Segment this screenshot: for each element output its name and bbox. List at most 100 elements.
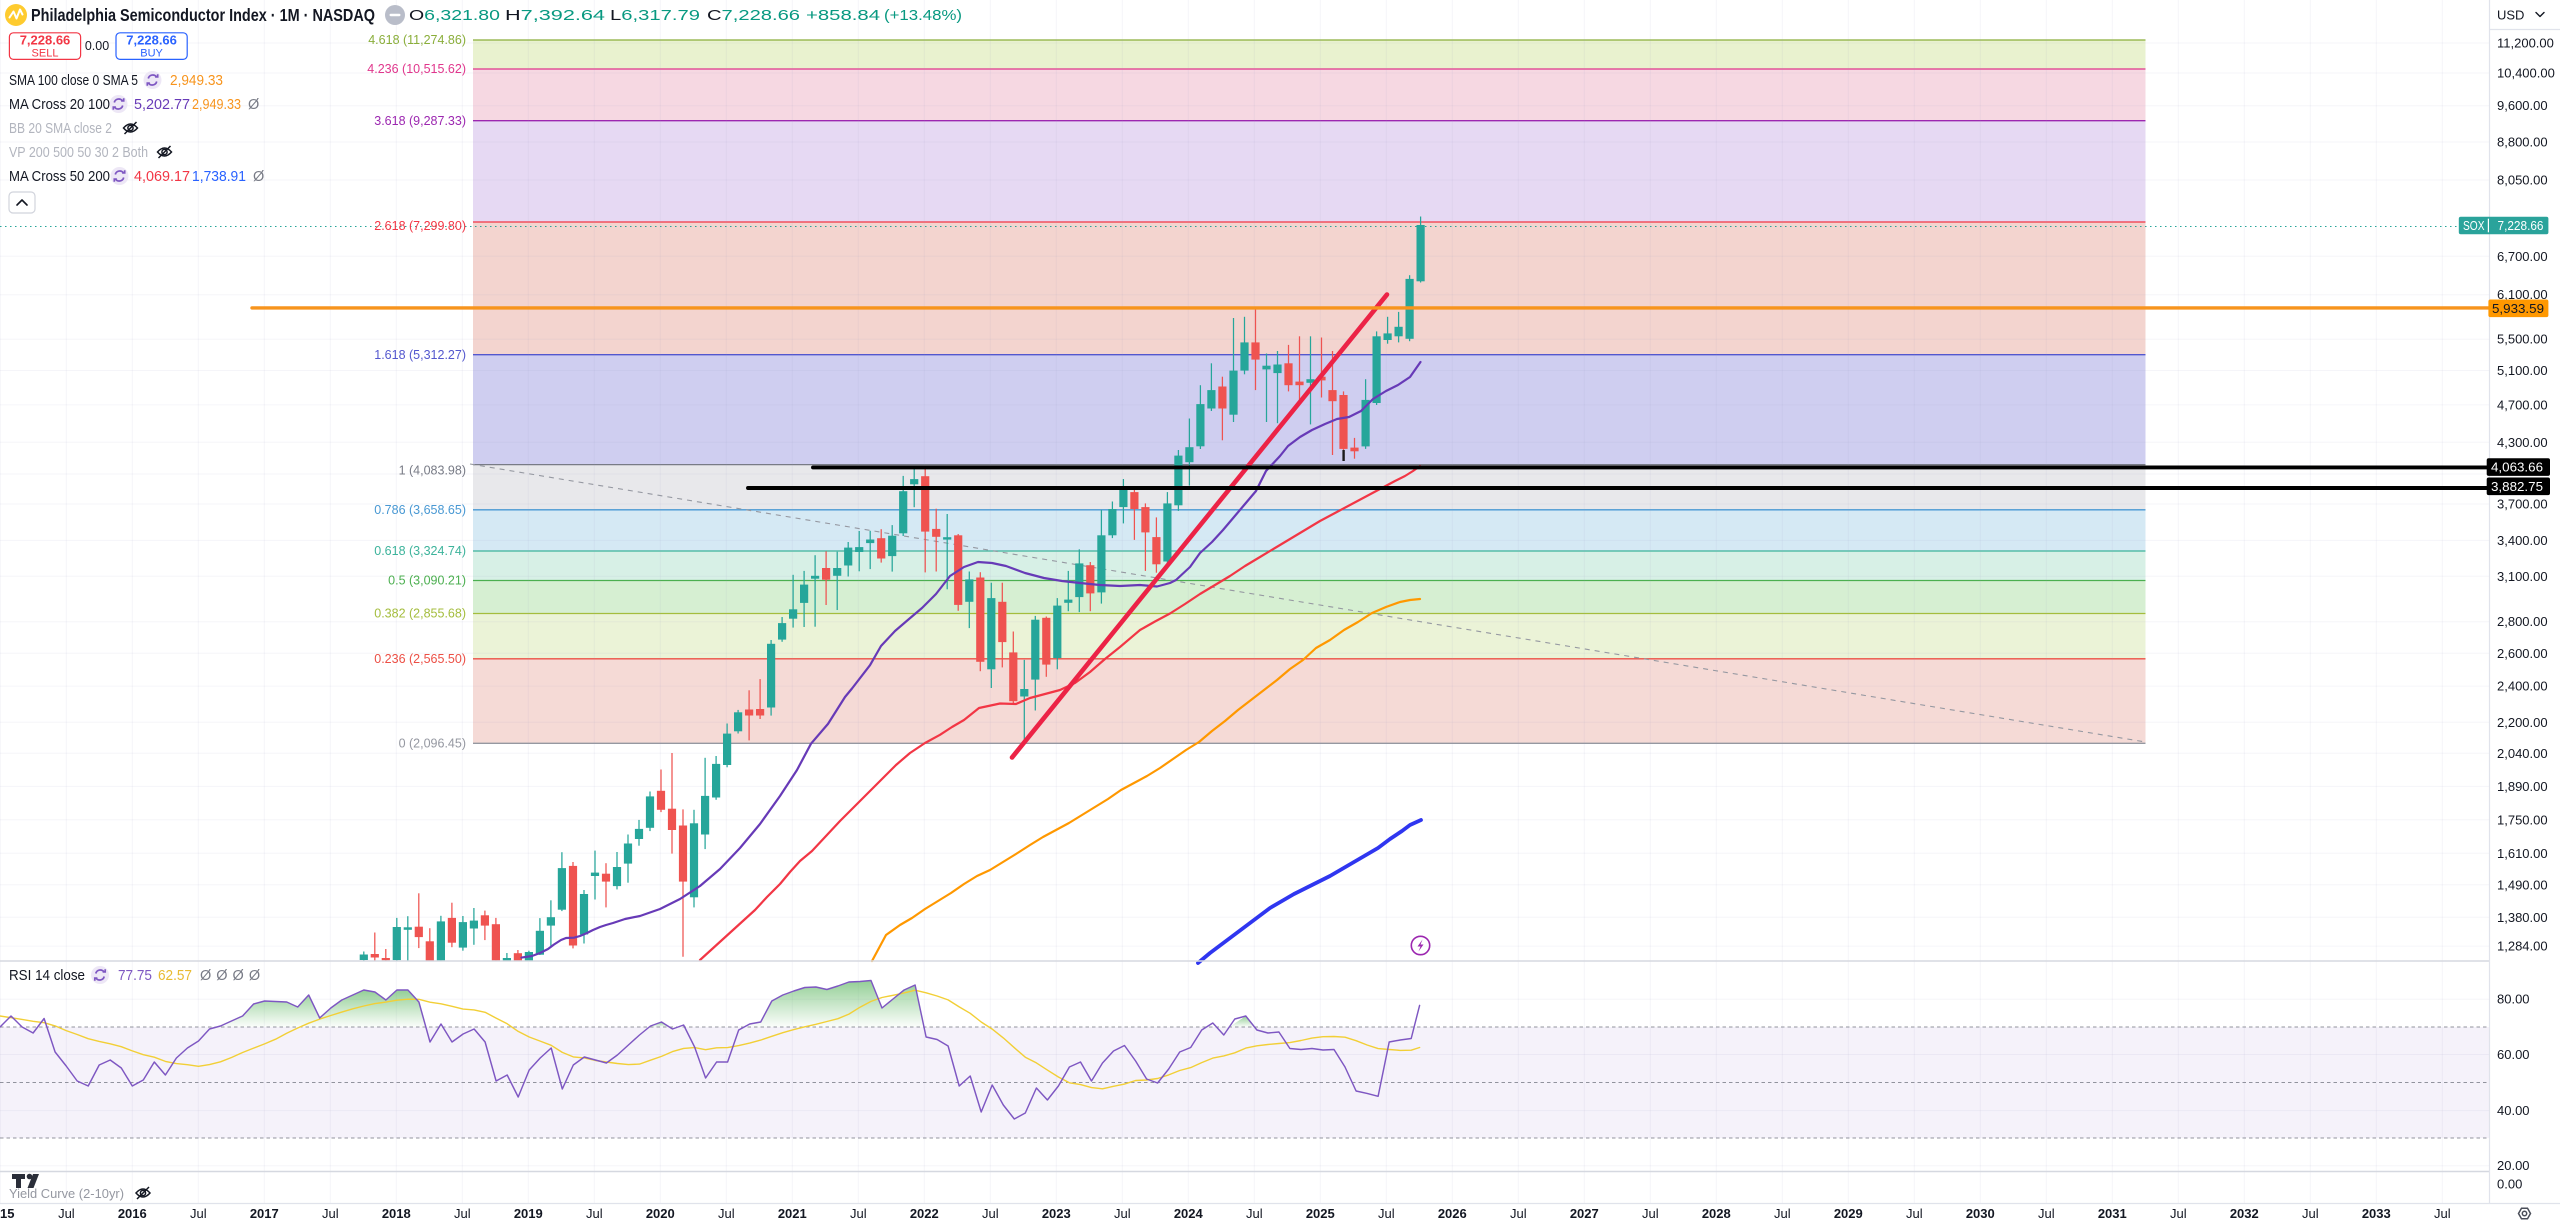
svg-text:20.00: 20.00 <box>2497 1158 2530 1173</box>
svg-text:2018: 2018 <box>382 1206 411 1221</box>
svg-text:H7,392.64: H 7,392.64 <box>505 8 605 24</box>
svg-text:3,100.00: 3,100.00 <box>2497 569 2548 584</box>
svg-text:9,600.00: 9,600.00 <box>2497 98 2548 113</box>
svg-text:1,610.00: 1,610.00 <box>2497 846 2548 861</box>
svg-text:USD: USD <box>2497 8 2524 23</box>
svg-text:2,800.00: 2,800.00 <box>2497 614 2548 629</box>
svg-text:2017: 2017 <box>250 1206 279 1221</box>
svg-text:2,040.00: 2,040.00 <box>2497 746 2548 761</box>
svg-text:3,700.00: 3,700.00 <box>2497 497 2548 512</box>
svg-text:Jul: Jul <box>1774 1206 1791 1221</box>
svg-text:2025: 2025 <box>1306 1206 1335 1221</box>
svg-text:2.618 (7,299.80): 2.618 (7,299.80) <box>374 219 466 233</box>
svg-text:5,100.00: 5,100.00 <box>2497 363 2548 378</box>
svg-text:5,500.00: 5,500.00 <box>2497 332 2548 347</box>
svg-text:Jul: Jul <box>982 1206 999 1221</box>
svg-text:0.786 (3,658.65): 0.786 (3,658.65) <box>374 503 466 517</box>
svg-text:Jul: Jul <box>850 1206 867 1221</box>
svg-text:Jul: Jul <box>1510 1206 1527 1221</box>
svg-text:Jul: Jul <box>1114 1206 1131 1221</box>
svg-text:BUY: BUY <box>140 48 163 60</box>
svg-text:4,063.66: 4,063.66 <box>2491 460 2543 475</box>
svg-text:Ø: Ø <box>253 169 264 185</box>
svg-text:4.236 (10,515.62): 4.236 (10,515.62) <box>367 62 466 76</box>
svg-text:2029: 2029 <box>1834 1206 1863 1221</box>
svg-text:3,882.75: 3,882.75 <box>2491 479 2543 494</box>
svg-text:1,890.00: 1,890.00 <box>2497 779 2548 794</box>
svg-text:6,100.00: 6,100.00 <box>2497 287 2548 302</box>
svg-text:SMA 100 close 0 SMA 5: SMA 100 close 0 SMA 5 <box>9 73 138 89</box>
svg-text:4,700.00: 4,700.00 <box>2497 397 2548 412</box>
svg-text:77.75: 77.75 <box>118 968 152 984</box>
svg-text:2021: 2021 <box>778 1206 807 1221</box>
svg-text:Jul: Jul <box>322 1206 339 1221</box>
svg-text:Philadelphia Semiconductor Ind: Philadelphia Semiconductor Index · 1M · … <box>31 5 375 25</box>
svg-text:80.00: 80.00 <box>2497 992 2530 1007</box>
svg-text:2023: 2023 <box>1042 1206 1071 1221</box>
svg-text:4,300.00: 4,300.00 <box>2497 435 2548 450</box>
svg-text:SOX: SOX <box>2463 218 2485 233</box>
svg-text:15: 15 <box>0 1206 14 1221</box>
svg-text:8,800.00: 8,800.00 <box>2497 135 2548 150</box>
svg-text:L6,317.79: L 6,317.79 <box>610 8 700 24</box>
svg-text:Jul: Jul <box>1906 1206 1923 1221</box>
svg-text:Jul: Jul <box>1378 1206 1395 1221</box>
svg-text:Jul: Jul <box>190 1206 207 1221</box>
svg-text:2,400.00: 2,400.00 <box>2497 679 2548 694</box>
svg-text:5,202.77: 5,202.77 <box>134 97 190 113</box>
svg-text:0.618 (3,324.74): 0.618 (3,324.74) <box>374 544 466 558</box>
svg-text:BB 20 SMA close 2: BB 20 SMA close 2 <box>9 121 112 137</box>
svg-text:Jul: Jul <box>2434 1206 2451 1221</box>
svg-text:2028: 2028 <box>1702 1206 1731 1221</box>
svg-text:2033: 2033 <box>2362 1206 2391 1221</box>
svg-text:0.382 (2,855.68): 0.382 (2,855.68) <box>374 607 466 621</box>
svg-text:Jul: Jul <box>2038 1206 2055 1221</box>
svg-text:Jul: Jul <box>1246 1206 1263 1221</box>
svg-text:O6,321.80: O 6,321.80 <box>409 8 500 24</box>
svg-text:2030: 2030 <box>1966 1206 1995 1221</box>
svg-text:0 (2,096.45): 0 (2,096.45) <box>399 737 466 751</box>
svg-text:4,069.17: 4,069.17 <box>134 169 190 185</box>
svg-text:2022: 2022 <box>910 1206 939 1221</box>
svg-text:Jul: Jul <box>586 1206 603 1221</box>
svg-text:3.618 (9,287.33): 3.618 (9,287.33) <box>374 114 466 128</box>
svg-text:+858.84: +858.84 <box>806 8 880 24</box>
svg-text:2032: 2032 <box>2230 1206 2259 1221</box>
svg-text:0.236 (2,565.50): 0.236 (2,565.50) <box>374 652 466 666</box>
svg-text:2020: 2020 <box>646 1206 675 1221</box>
svg-text:62.57: 62.57 <box>158 968 192 984</box>
svg-text:0.00: 0.00 <box>2497 1177 2522 1192</box>
svg-text:1,490.00: 1,490.00 <box>2497 877 2548 892</box>
svg-text:2,600.00: 2,600.00 <box>2497 646 2548 661</box>
svg-text:0.00: 0.00 <box>85 39 109 53</box>
svg-text:Jul: Jul <box>1642 1206 1659 1221</box>
svg-text:2016: 2016 <box>118 1206 147 1221</box>
svg-text:Jul: Jul <box>2302 1206 2319 1221</box>
svg-text:C7,228.66: C 7,228.66 <box>707 8 800 24</box>
svg-text:0.5 (3,090.21): 0.5 (3,090.21) <box>388 574 466 588</box>
svg-text:3,400.00: 3,400.00 <box>2497 533 2548 548</box>
svg-text:2019: 2019 <box>514 1206 543 1221</box>
svg-text:60.00: 60.00 <box>2497 1047 2530 1062</box>
svg-text:Yield Curve (2-10yr): Yield Curve (2-10yr) <box>9 1187 124 1201</box>
svg-text:SELL: SELL <box>32 48 59 60</box>
svg-text:2,949.33: 2,949.33 <box>170 73 223 89</box>
svg-text:Jul: Jul <box>2170 1206 2187 1221</box>
svg-text:1 (4,083.98): 1 (4,083.98) <box>399 464 466 478</box>
svg-text:MA Cross 50 200: MA Cross 50 200 <box>9 169 110 185</box>
svg-text:ØØØØ: ØØØØ <box>200 968 265 984</box>
svg-text:Jul: Jul <box>718 1206 735 1221</box>
svg-text:Jul: Jul <box>454 1206 471 1221</box>
svg-text:Jul: Jul <box>58 1206 75 1221</box>
svg-text:4.618 (11,274.86): 4.618 (11,274.86) <box>368 33 466 47</box>
svg-text:(+13.48%): (+13.48%) <box>884 8 962 24</box>
svg-text:1,284.00: 1,284.00 <box>2497 939 2548 954</box>
svg-text:2026: 2026 <box>1438 1206 1467 1221</box>
svg-text:8,050.00: 8,050.00 <box>2497 173 2548 188</box>
svg-text:MA Cross 20 100: MA Cross 20 100 <box>9 97 110 113</box>
svg-text:5,933.59: 5,933.59 <box>2492 301 2544 316</box>
svg-text:7,228.66: 7,228.66 <box>20 33 71 48</box>
svg-text:10,400.00: 10,400.00 <box>2497 66 2555 81</box>
svg-text:11,200.00: 11,200.00 <box>2497 36 2554 51</box>
svg-text:7,228.66: 7,228.66 <box>2498 218 2544 233</box>
